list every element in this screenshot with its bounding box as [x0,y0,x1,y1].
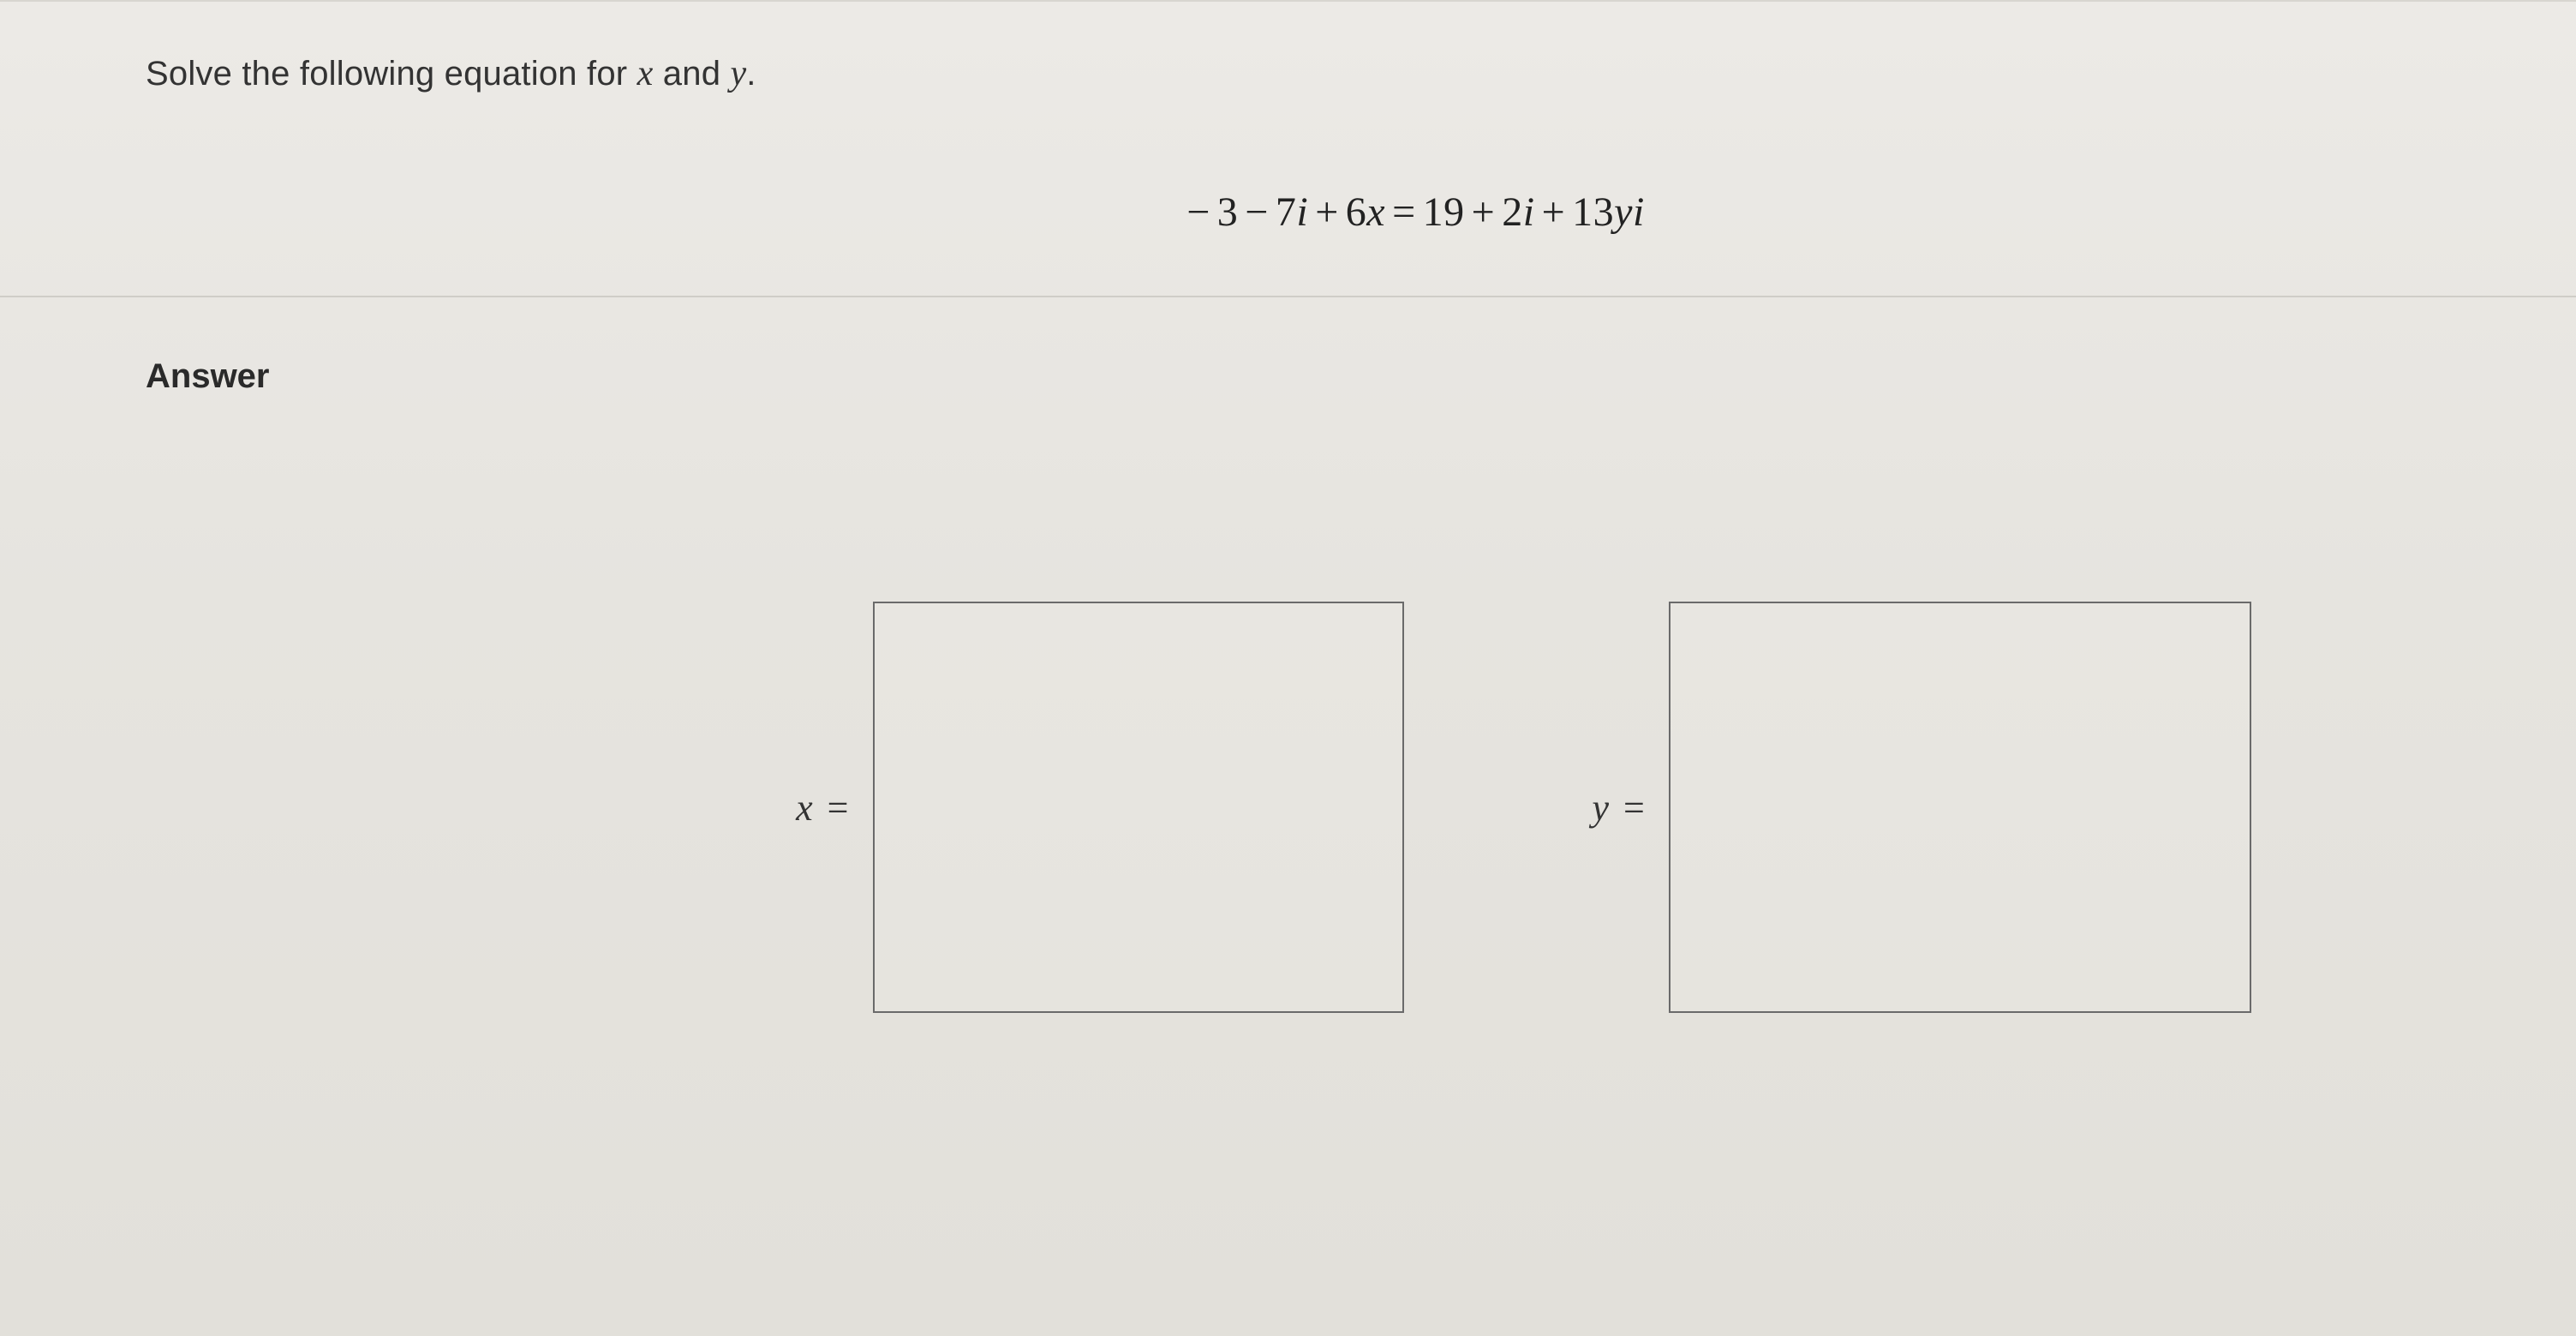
y-answer-input[interactable] [1669,602,2251,1013]
prompt-var-y: y [730,54,746,93]
prompt-suffix: . [746,55,756,93]
x-answer-input[interactable] [873,602,1404,1013]
x-equals-label: x = [796,786,848,830]
answer-block: Answer x = y = [0,297,2576,1013]
equation-row: −3−7i+6x=19+2i+13yi [146,189,2576,236]
answer-section-label: Answer [146,357,2576,396]
prompt-var-x: x [637,54,654,93]
prompt-and: and [653,55,730,93]
y-equals-label: y = [1593,786,1645,830]
equation-text: −3−7i+6x=19+2i+13yi [1180,189,1645,236]
question-block: Solve the following equation for x and y… [0,2,2576,297]
question-prompt: Solve the following equation for x and y… [146,53,2576,94]
prompt-prefix: Solve the following equation for [146,55,637,93]
y-input-group: y = [1593,602,2251,1013]
worksheet-page: Solve the following equation for x and y… [0,0,2576,1336]
answer-inputs-row: x = y = [146,602,2576,1013]
x-input-group: x = [796,602,1403,1013]
